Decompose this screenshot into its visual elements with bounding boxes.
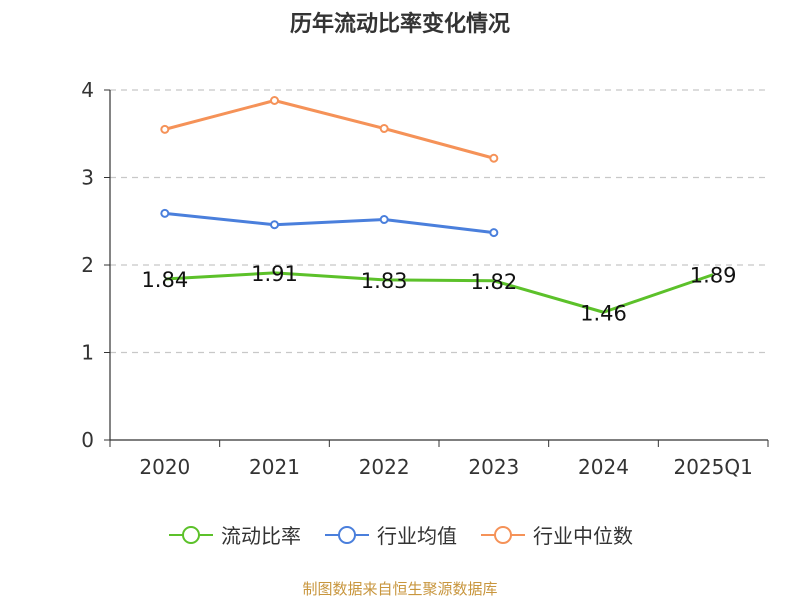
legend-marker-orange-icon <box>481 525 525 544</box>
data-label: 1.91 <box>251 262 298 286</box>
legend-label: 行业均值 <box>377 524 457 548</box>
series-line-1 <box>164 211 495 235</box>
data-point <box>379 215 389 224</box>
legend-item-industry-median[interactable]: 行业中位数 <box>479 520 633 549</box>
data-label: 1.89 <box>690 264 737 288</box>
legend-label: 流动比率 <box>221 524 301 548</box>
data-point <box>160 208 170 218</box>
x-tick-label: 2024 <box>578 455 629 479</box>
x-tick-label: 2021 <box>249 455 300 479</box>
x-tick-label: 2022 <box>359 455 410 479</box>
data-point <box>270 220 279 230</box>
legend-marker-green-icon <box>169 525 213 544</box>
x-tick-label: 2025Q1 <box>673 455 752 479</box>
chart-title: 历年流动比率变化情况 <box>289 12 510 37</box>
gridlines <box>110 89 768 354</box>
data-point <box>489 228 499 238</box>
series-line-2 <box>164 99 495 160</box>
legend-item-industry-mean[interactable]: 行业均值 <box>323 520 457 549</box>
legend: 流动比率 行业均值 行业中位数 <box>0 520 800 549</box>
y-tick-label: 1 <box>81 341 94 365</box>
data-label: 1.82 <box>470 270 517 294</box>
data-point <box>270 96 279 105</box>
data-labels: 1.84 1.91 1.83 1.82 1.46 1.89 <box>141 262 736 325</box>
data-label: 1.83 <box>361 269 408 293</box>
data-point <box>489 153 499 163</box>
legend-item-current-ratio[interactable]: 流动比率 <box>167 520 301 549</box>
y-tick-label: 3 <box>81 166 94 190</box>
data-label: 1.46 <box>580 301 627 325</box>
axes: 0 1 2 3 4 2020 2021 2022 2023 2024 2025Q1 <box>81 78 769 479</box>
y-tick-label: 0 <box>81 428 94 452</box>
series-line-0 <box>164 271 714 314</box>
data-label: 1.84 <box>141 268 188 292</box>
y-tick-label: 2 <box>81 253 94 277</box>
x-tick-label: 2023 <box>468 455 519 479</box>
y-tick-label: 4 <box>81 78 94 102</box>
legend-marker-blue-icon <box>325 525 369 544</box>
source-note: 制图数据来自恒生聚源数据库 <box>302 580 498 598</box>
data-point <box>160 124 170 134</box>
series <box>160 96 714 314</box>
data-point <box>379 124 389 133</box>
legend-label: 行业中位数 <box>533 524 633 548</box>
x-tick-label: 2020 <box>139 455 190 479</box>
